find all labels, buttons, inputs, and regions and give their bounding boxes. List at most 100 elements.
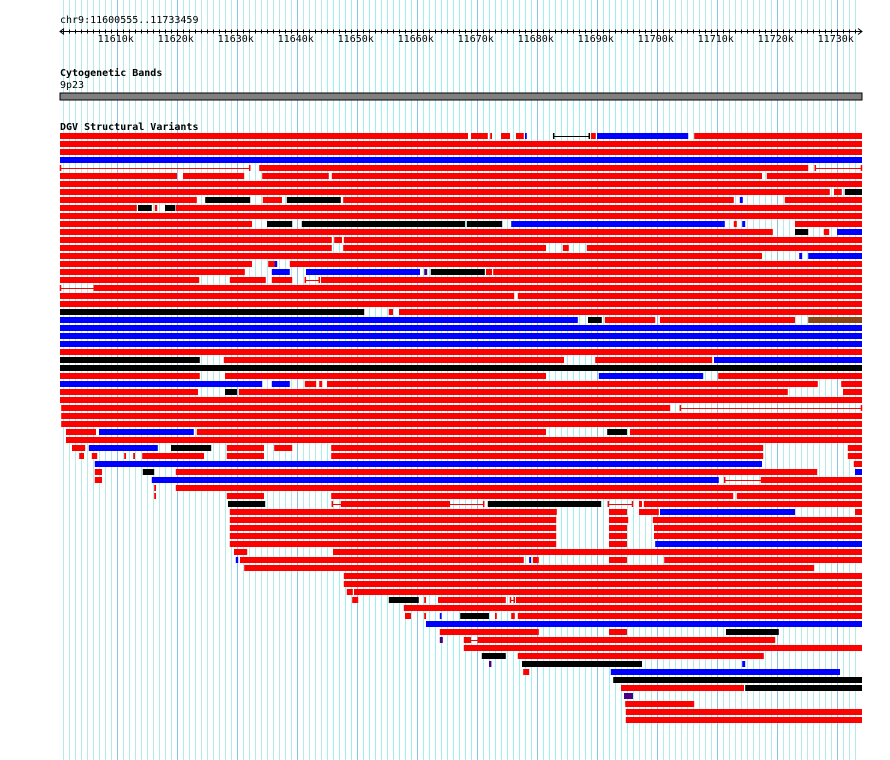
structural-variant-r[interactable] xyxy=(438,597,506,603)
structural-variant-r[interactable] xyxy=(694,133,862,139)
structural-variant-r[interactable] xyxy=(60,277,200,283)
structural-variant-k[interactable] xyxy=(60,357,200,363)
structural-variant-k[interactable] xyxy=(745,685,862,691)
structural-variant-r[interactable] xyxy=(834,189,842,195)
structural-variant-r[interactable] xyxy=(60,141,862,147)
structural-variant-b[interactable] xyxy=(655,541,862,547)
structural-variant-b[interactable] xyxy=(742,661,746,667)
structural-variant-r[interactable] xyxy=(625,717,862,723)
structural-variant-r[interactable] xyxy=(495,613,497,619)
structural-variant-k[interactable] xyxy=(481,653,506,659)
structural-variant-k[interactable] xyxy=(138,205,152,211)
structural-variant-b[interactable] xyxy=(525,133,527,139)
structural-variant-r[interactable] xyxy=(652,517,862,523)
structural-variant-r[interactable] xyxy=(229,525,557,531)
structural-variant-b[interactable] xyxy=(660,509,795,515)
structural-variant-b[interactable] xyxy=(714,357,862,363)
structural-variant-r[interactable] xyxy=(61,421,862,427)
structural-variant-r[interactable] xyxy=(493,269,862,275)
structural-variant-r[interactable] xyxy=(403,605,862,611)
structural-variant-r[interactable] xyxy=(343,237,862,243)
structural-variant-r[interactable] xyxy=(333,549,862,555)
structural-variant-r[interactable] xyxy=(60,261,252,267)
structural-variant-r[interactable] xyxy=(511,613,515,619)
structural-variant-r[interactable] xyxy=(853,461,862,467)
structural-variant-r[interactable] xyxy=(762,477,862,483)
structural-variant-r[interactable] xyxy=(226,493,264,499)
structural-variant-r[interactable] xyxy=(609,629,627,635)
structural-variant-r[interactable] xyxy=(346,589,353,595)
structural-variant-r[interactable] xyxy=(847,445,862,451)
structural-variant-r[interactable] xyxy=(501,133,510,139)
structural-variant-b[interactable] xyxy=(742,221,746,227)
structural-variant-r[interactable] xyxy=(271,277,293,283)
structural-variant-r[interactable] xyxy=(60,301,862,307)
structural-variant-b[interactable] xyxy=(837,229,862,235)
structural-variant-k[interactable] xyxy=(286,197,341,203)
structural-variant-r[interactable] xyxy=(478,637,776,643)
structural-variant-b[interactable] xyxy=(151,477,719,483)
structural-variant-r[interactable] xyxy=(718,373,862,379)
structural-variant-r[interactable] xyxy=(223,357,565,363)
structural-variant-r[interactable] xyxy=(609,557,627,563)
structural-variant-r[interactable] xyxy=(154,493,156,499)
structural-variant-r[interactable] xyxy=(259,165,809,171)
structural-variant-r[interactable] xyxy=(855,509,862,515)
structural-variant-p[interactable] xyxy=(424,269,428,275)
structural-variant-r[interactable] xyxy=(463,637,470,643)
structural-variant-r[interactable] xyxy=(609,525,627,531)
structural-variant-r[interactable] xyxy=(60,245,332,251)
structural-variant-r[interactable] xyxy=(654,533,862,539)
structural-variant-r[interactable] xyxy=(463,645,862,651)
structural-variant-r[interactable] xyxy=(654,525,862,531)
structural-variant-r[interactable] xyxy=(229,509,557,515)
structural-variant-r[interactable] xyxy=(60,133,468,139)
structural-variant-r[interactable] xyxy=(354,589,862,595)
structural-variant-r[interactable] xyxy=(424,613,426,619)
structural-variant-r[interactable] xyxy=(234,549,248,555)
structural-variant-b[interactable] xyxy=(597,133,689,139)
structural-variant-r[interactable] xyxy=(343,581,862,587)
structural-variant-r[interactable] xyxy=(142,453,204,459)
structural-variant-r[interactable] xyxy=(343,245,546,251)
structural-variant-r[interactable] xyxy=(72,445,86,451)
structural-variant-b[interactable] xyxy=(60,325,862,331)
structural-variant-r[interactable] xyxy=(60,221,252,227)
structural-variant-r[interactable] xyxy=(609,517,629,523)
structural-variant-b[interactable] xyxy=(271,381,290,387)
structural-variant-r[interactable] xyxy=(766,173,862,179)
structural-variant-b[interactable] xyxy=(799,253,803,259)
structural-variant-b[interactable] xyxy=(99,429,194,435)
structural-variant-r[interactable] xyxy=(225,373,546,379)
structural-variant-r[interactable] xyxy=(523,669,530,675)
structural-variant-k[interactable] xyxy=(171,445,212,451)
structural-variant-r[interactable] xyxy=(60,237,332,243)
structural-variant-b[interactable] xyxy=(426,621,862,627)
structural-variant-k[interactable] xyxy=(487,501,602,507)
structural-variant-r[interactable] xyxy=(331,445,764,451)
structural-variant-k[interactable] xyxy=(165,205,176,211)
structural-variant-r[interactable] xyxy=(399,309,862,315)
structural-variant-b[interactable] xyxy=(60,381,263,387)
structural-variant-r[interactable] xyxy=(591,133,596,139)
structural-variant-r[interactable] xyxy=(60,205,137,211)
structural-variant-k[interactable] xyxy=(607,429,627,435)
structural-variant-r[interactable] xyxy=(841,381,862,387)
structural-variant-r[interactable] xyxy=(471,133,488,139)
structural-variant-b[interactable] xyxy=(306,269,420,275)
structural-variant-k[interactable] xyxy=(795,229,809,235)
structural-variant-r[interactable] xyxy=(331,453,764,459)
structural-variant-r[interactable] xyxy=(327,381,818,387)
structural-variant-r[interactable] xyxy=(60,189,830,195)
structural-variant-r[interactable] xyxy=(562,245,569,251)
structural-variant-r[interactable] xyxy=(604,317,656,323)
structural-variant-b[interactable] xyxy=(855,469,862,475)
structural-variant-b[interactable] xyxy=(808,253,862,259)
structural-variant-r[interactable] xyxy=(342,501,449,507)
structural-variant-k[interactable] xyxy=(460,613,489,619)
structural-variant-r[interactable] xyxy=(639,509,659,515)
structural-variant-r[interactable] xyxy=(823,229,830,235)
structural-variant-r[interactable] xyxy=(517,293,862,299)
structural-variant-r[interactable] xyxy=(133,453,135,459)
structural-variant-r[interactable] xyxy=(196,429,547,435)
